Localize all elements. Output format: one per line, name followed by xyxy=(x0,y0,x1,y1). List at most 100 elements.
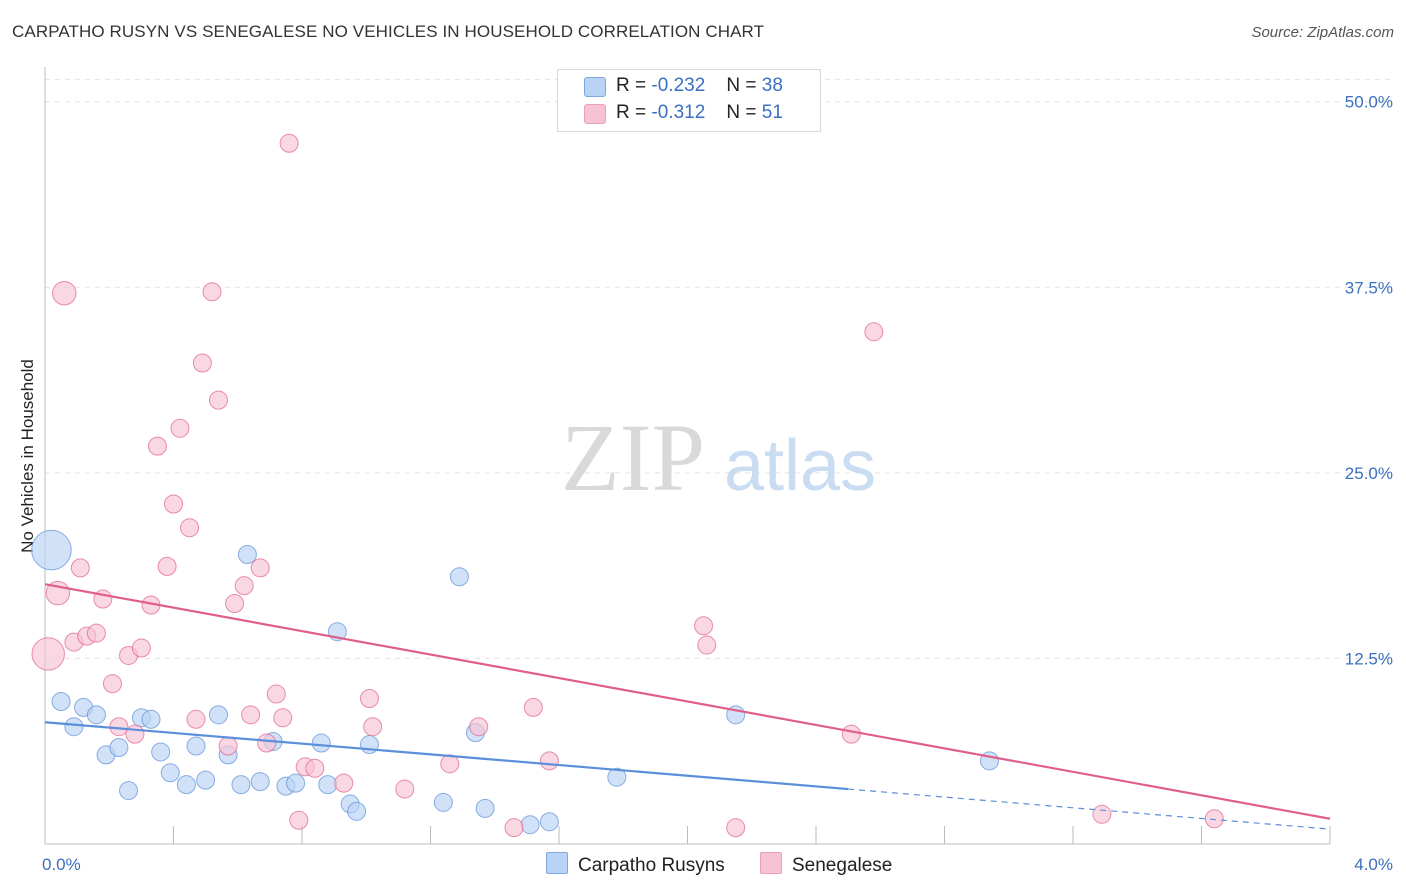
point-carpatho-rusyns xyxy=(151,742,171,762)
point-carpatho-rusyns xyxy=(231,775,251,795)
point-senegalese xyxy=(186,709,206,729)
point-senegalese xyxy=(697,635,717,655)
point-senegalese xyxy=(334,773,354,793)
point-senegalese xyxy=(170,418,190,438)
point-senegalese xyxy=(841,724,861,744)
point-senegalese xyxy=(70,558,90,578)
point-senegalese xyxy=(208,390,228,410)
point-carpatho-rusyns xyxy=(176,775,196,795)
point-senegalese xyxy=(266,684,286,704)
point-carpatho-rusyns xyxy=(141,709,161,729)
point-carpatho-rusyns xyxy=(286,773,306,793)
point-senegalese xyxy=(241,705,261,725)
point-senegalese xyxy=(180,518,200,538)
point-senegalese xyxy=(694,616,714,636)
point-carpatho-rusyns xyxy=(607,767,627,787)
legend-n-value-senegalese: 51 xyxy=(761,102,783,123)
point-carpatho-rusyns xyxy=(520,815,540,835)
point-senegalese xyxy=(52,281,77,306)
bottom-legend-label-senegalese: Senegalese xyxy=(792,855,893,876)
point-carpatho-rusyns xyxy=(237,545,257,564)
trend-extension-carpatho-rusyns xyxy=(848,788,1331,830)
legend-n-value-carpatho: 38 xyxy=(761,75,783,96)
point-carpatho-rusyns xyxy=(347,801,367,821)
bottom-legend-label-carpatho: Carpatho Rusyns xyxy=(578,855,725,876)
legend-r-value-senegalese: -0.312 xyxy=(651,102,706,123)
legend-n-label: N = xyxy=(726,102,757,123)
point-senegalese xyxy=(726,818,746,838)
trend-line-carpatho-rusyns xyxy=(44,721,849,791)
point-carpatho-rusyns xyxy=(208,705,228,725)
point-carpatho-rusyns xyxy=(64,717,84,737)
watermark-atlas: atlas xyxy=(724,426,876,506)
legend-swatch-carpatho xyxy=(584,77,606,97)
bottom-legend-swatch-carpatho xyxy=(546,852,568,874)
point-senegalese xyxy=(234,576,254,596)
point-carpatho-rusyns xyxy=(433,792,453,812)
point-senegalese xyxy=(1092,804,1112,824)
point-senegalese xyxy=(359,689,379,709)
point-senegalese xyxy=(395,779,415,799)
legend-r-value-carpatho: -0.232 xyxy=(651,75,706,96)
y-tick-label: 12.5% xyxy=(1345,649,1393,668)
gridlines xyxy=(45,78,1395,659)
point-senegalese xyxy=(363,717,383,737)
watermark-zip: ZIP xyxy=(561,404,705,511)
tick-labels: 12.5% 25.0% 37.5% 50.0% 0.0% 4.0% xyxy=(42,93,1393,874)
bottom-legend-swatch-senegalese xyxy=(760,852,782,874)
point-senegalese xyxy=(31,637,65,671)
x-tick-label-min: 0.0% xyxy=(42,855,81,874)
point-carpatho-rusyns xyxy=(449,567,469,587)
chart-title: CARPATHO RUSYN VS SENEGALESE NO VEHICLES… xyxy=(12,22,765,41)
point-carpatho-rusyns xyxy=(539,812,559,832)
point-senegalese xyxy=(164,494,183,514)
legend-swatch-senegalese xyxy=(584,104,606,124)
point-carpatho-rusyns xyxy=(196,770,216,790)
point-senegalese xyxy=(1204,809,1224,829)
point-senegalese xyxy=(131,638,151,658)
point-carpatho-rusyns xyxy=(31,529,72,571)
point-senegalese xyxy=(289,810,309,830)
point-carpatho-rusyns xyxy=(250,772,270,792)
point-carpatho-rusyns xyxy=(86,705,106,725)
point-senegalese xyxy=(125,724,145,744)
point-carpatho-rusyns xyxy=(475,798,495,818)
point-senegalese xyxy=(218,736,238,756)
trend-line-senegalese xyxy=(44,583,1331,820)
legend-n-label: N = xyxy=(726,75,757,96)
y-tick-label: 50.0% xyxy=(1345,93,1393,112)
point-senegalese xyxy=(147,436,167,456)
point-senegalese xyxy=(864,322,884,342)
point-carpatho-rusyns xyxy=(119,781,139,801)
point-senegalese xyxy=(225,593,245,613)
point-carpatho-rusyns xyxy=(51,691,71,711)
point-senegalese xyxy=(102,674,122,694)
x-tick-label-max: 4.0% xyxy=(1354,855,1393,874)
point-senegalese xyxy=(86,623,106,643)
point-senegalese xyxy=(504,818,524,838)
point-senegalese xyxy=(250,558,270,578)
point-senegalese xyxy=(305,758,325,778)
correlation-legend: R = -0.232 N = 38 R = -0.312 N = 51 xyxy=(557,69,821,132)
point-senegalese xyxy=(109,717,129,737)
point-senegalese xyxy=(257,733,277,753)
point-carpatho-rusyns xyxy=(318,775,338,795)
y-tick-label: 37.5% xyxy=(1345,278,1393,297)
point-senegalese xyxy=(202,282,222,302)
point-senegalese xyxy=(279,133,299,153)
point-carpatho-rusyns xyxy=(109,738,129,757)
point-senegalese xyxy=(469,717,489,737)
point-carpatho-rusyns xyxy=(186,736,206,756)
point-senegalese xyxy=(157,556,177,576)
bottom-legend-senegalese: Senegalese xyxy=(760,852,892,877)
point-senegalese xyxy=(539,751,559,771)
bottom-legend-carpatho: Carpatho Rusyns xyxy=(546,852,725,877)
point-carpatho-rusyns xyxy=(160,763,180,783)
trend-lines xyxy=(44,583,1331,830)
point-senegalese xyxy=(192,353,212,373)
point-senegalese xyxy=(273,708,293,728)
source-credit: Source: ZipAtlas.com xyxy=(1251,24,1394,41)
y-tick-label: 25.0% xyxy=(1345,464,1393,483)
legend-r-label: R = xyxy=(616,75,647,96)
